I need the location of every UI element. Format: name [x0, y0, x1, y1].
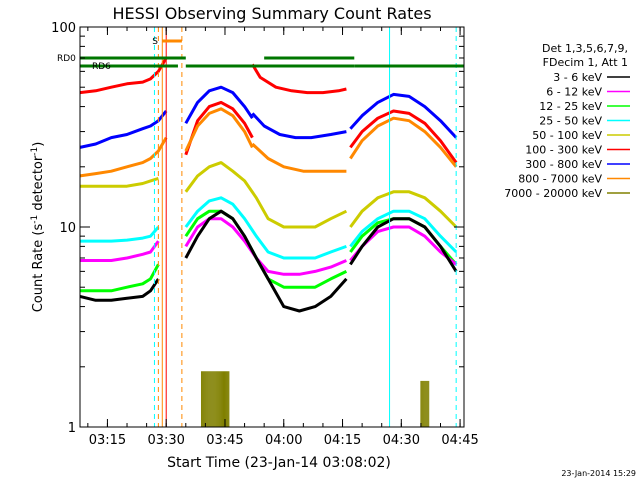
series-line: [79, 110, 168, 149]
x-tick-label: 04:30: [383, 433, 420, 448]
series-line: [80, 226, 160, 243]
x-tick-label: 03:15: [89, 433, 126, 448]
legend: Det 1,3,5,6,7,9, FDecim 1, Att 1 3 - 6 k…: [504, 42, 630, 200]
chart-title: HESSI Observing Summary Count Rates: [112, 4, 431, 23]
legend-label: 12 - 25 keV: [539, 100, 602, 113]
series-line: [79, 278, 160, 302]
y-label-sup2: -1: [30, 147, 40, 156]
series-line: [349, 217, 458, 273]
series-line: [80, 263, 160, 293]
series-line: [251, 142, 347, 173]
legend-label: 800 - 7000 keV: [518, 173, 602, 186]
timestamp: 23-Jan-2014 15:29: [561, 469, 636, 478]
series-line: [349, 209, 458, 254]
legend-label: 7000 - 20000 keV: [504, 187, 602, 200]
series-line: [349, 116, 458, 168]
legend-header-1: Det 1,3,5,6,7,9,: [542, 42, 628, 55]
series-line: [184, 100, 254, 156]
series-line: [184, 85, 254, 125]
y-tick-label: 1: [68, 421, 76, 436]
legend-label: 3 - 6 keV: [553, 71, 602, 84]
y-label-sup: -1: [30, 215, 40, 224]
series-line: [80, 240, 160, 262]
x-tick-label: 04:00: [265, 433, 302, 448]
series-line: [79, 57, 168, 95]
series-line: [251, 63, 347, 95]
series-layer: [79, 57, 458, 427]
series-line: [80, 176, 159, 188]
legend-label: 300 - 800 keV: [525, 158, 602, 171]
axes: 03:15 03:30 03:45 04:00 04:15 04:30 04:45 1 10 10…: [51, 21, 479, 448]
y-tick-label: 100: [51, 21, 76, 36]
legend-label: 6 - 12 keV: [546, 86, 602, 99]
x-tick-label: 04:15: [324, 433, 361, 448]
flag-bars: RD0 RD6 S: [57, 37, 464, 72]
flag-label: RD6: [92, 62, 111, 72]
series-line: [349, 109, 458, 164]
series-line: [349, 190, 458, 229]
y-tick-label: 10: [59, 221, 76, 236]
x-tick-label: 03:30: [147, 433, 184, 448]
y-label-end: ): [31, 142, 46, 147]
legend-header-2: FDecim 1, Att 1: [543, 56, 628, 69]
flag-label: S: [152, 37, 158, 47]
flag-label: RD0: [57, 54, 76, 64]
x-tick-label: 04:45: [441, 433, 478, 448]
series-line: [184, 209, 348, 313]
y-label-main: Count Rate (s: [31, 224, 46, 313]
legend-label: 100 - 300 keV: [525, 144, 602, 157]
legend-label: 50 - 100 keV: [532, 129, 602, 142]
series-line: [184, 107, 254, 152]
x-tick-label: 03:45: [206, 433, 243, 448]
y-axis-label: Count Rate (s-1 detector-1): [30, 142, 46, 313]
series-line: [251, 112, 347, 140]
series-line: [79, 136, 168, 178]
x-axis-label: Start Time (23-Jan-14 03:08:02): [167, 455, 391, 471]
series-line: [349, 92, 458, 139]
y-label-tail: detector: [31, 155, 46, 215]
legend-label: 25 - 50 keV: [539, 115, 602, 128]
series-line: [184, 196, 347, 260]
series-line: [184, 161, 348, 229]
